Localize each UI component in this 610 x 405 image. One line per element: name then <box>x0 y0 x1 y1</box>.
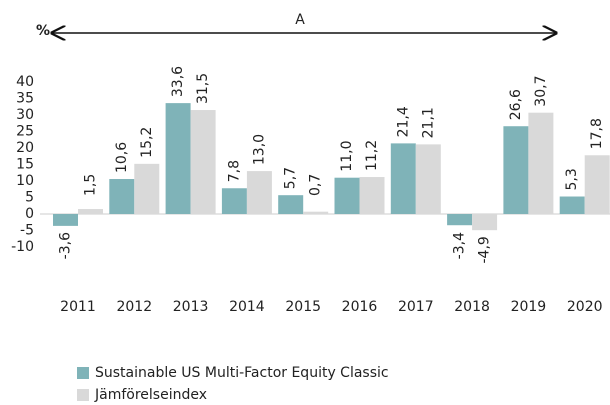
bar <box>190 110 216 214</box>
x-tick-label: 2013 <box>173 299 209 315</box>
legend-label: Jämförelseindex <box>94 387 207 403</box>
x-tick-label: 2019 <box>511 299 547 315</box>
y-tick-label: 35 <box>16 91 34 107</box>
y-tick-label: 40 <box>16 74 34 90</box>
bar <box>390 143 416 214</box>
data-label: -3,4 <box>452 232 468 259</box>
bar <box>359 177 385 214</box>
data-label: 7,8 <box>226 160 242 182</box>
bar <box>53 214 78 226</box>
data-label: 21,4 <box>395 106 411 137</box>
data-label: 0,7 <box>308 174 324 196</box>
x-tick-label: 2011 <box>60 299 96 315</box>
bar <box>415 144 441 214</box>
data-label: -4,9 <box>477 236 493 263</box>
data-label: 11,2 <box>364 140 380 171</box>
bar <box>246 171 272 214</box>
bar <box>221 188 247 214</box>
y-tick-label: 10 <box>16 173 34 189</box>
bar <box>472 214 498 231</box>
bar <box>165 103 191 214</box>
data-label: 33,6 <box>170 66 186 97</box>
y-axis-label: % <box>36 23 50 39</box>
data-label: 17,8 <box>589 118 605 149</box>
bar <box>559 196 585 214</box>
x-tick-label: 2017 <box>398 299 434 315</box>
y-tick-label: 15 <box>16 157 34 173</box>
bar <box>503 126 529 214</box>
y-tick-label: -5 <box>20 223 34 239</box>
bar <box>109 179 135 214</box>
legend-label: Sustainable US Multi-Factor Equity Class… <box>95 365 389 381</box>
x-tick-label: 2015 <box>285 299 321 315</box>
bar <box>278 195 304 214</box>
annotation: A <box>295 12 305 28</box>
x-tick-label: 2020 <box>567 299 603 315</box>
data-label: 11,0 <box>339 141 355 172</box>
data-label: -3,6 <box>58 232 74 259</box>
bar <box>303 211 329 214</box>
data-label: 5,7 <box>283 167 299 189</box>
x-tick-label: 2012 <box>116 299 152 315</box>
data-label: 31,5 <box>195 73 211 104</box>
bar <box>334 177 360 214</box>
data-label: 13,0 <box>251 134 267 165</box>
data-label: 1,5 <box>83 174 99 196</box>
y-tick-label: 5 <box>25 190 34 206</box>
bar <box>134 163 160 214</box>
x-tick-label: 2016 <box>342 299 378 315</box>
x-tick-label: 2014 <box>229 299 265 315</box>
data-label: 15,2 <box>139 127 155 158</box>
data-label: 21,1 <box>420 107 436 138</box>
data-label: 10,6 <box>114 142 130 173</box>
y-tick-label: 30 <box>16 107 34 123</box>
legend-swatch <box>77 389 89 401</box>
bar <box>584 155 610 214</box>
bar <box>78 209 103 214</box>
data-label: 26,6 <box>508 89 524 120</box>
y-tick-label: 0 <box>25 206 34 222</box>
y-tick-label: -10 <box>11 239 34 255</box>
data-label: 30,7 <box>533 76 549 107</box>
y-tick-label: 20 <box>16 140 34 156</box>
legend-swatch <box>77 367 89 379</box>
data-label: 5,3 <box>564 168 580 190</box>
bar <box>528 112 554 214</box>
bar <box>447 214 473 226</box>
x-tick-label: 2018 <box>454 299 490 315</box>
y-tick-label: 25 <box>16 124 34 140</box>
